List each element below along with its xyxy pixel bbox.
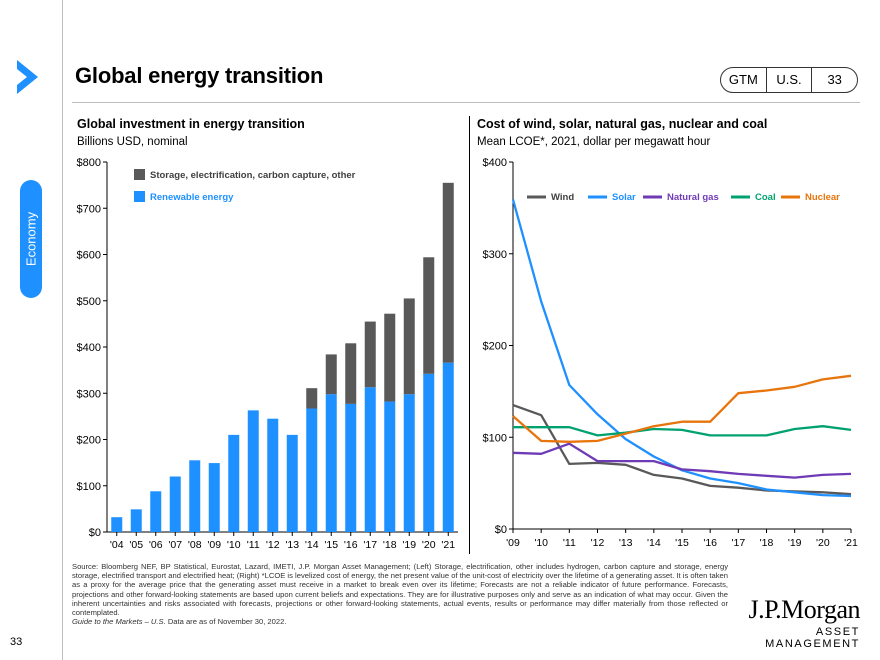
x-tick-label: '13 [285,539,299,551]
bar-renewable-energy [150,491,162,532]
x-tick-label: '07 [168,539,182,551]
guide-tags: GTM U.S. 33 [720,67,858,93]
bar-storage-electrification [403,298,415,395]
legend-label: Renewable energy [150,192,234,203]
source-text: Source: Bloomberg NEF, BP Statistical, E… [72,562,728,618]
header-rule [72,102,860,103]
bar-storage-electrification [364,321,376,388]
page-title: Global energy transition [75,63,324,88]
x-tick-label: '18 [383,539,397,551]
x-tick-label: '20 [422,539,436,551]
x-tick-label: '16 [344,539,358,551]
right-chart-title: Cost of wind, solar, natural gas, nuclea… [477,117,768,131]
chevron-right-icon [17,60,38,94]
x-tick-label: '11 [247,539,260,551]
bar-renewable-energy [247,410,259,532]
legend-swatch [134,169,145,180]
bar-renewable-energy [208,463,220,532]
legend-swatch [134,191,145,202]
bar-renewable-energy [442,362,454,532]
y-tick-label: $400 [77,342,101,354]
y-tick-label: $800 [77,157,101,169]
left-rule [62,0,63,660]
x-tick-label: '06 [149,539,163,551]
bar-renewable-energy [364,387,376,532]
guide-name: Guide to the Markets – U.S. [72,617,166,627]
left-chart-title: Global investment in energy transition [77,117,305,131]
side-tab-economy[interactable]: Economy [20,180,42,298]
bar-renewable-energy [130,509,142,532]
bar-storage-electrification [345,343,357,404]
logo-name: J.P.Morgan [748,595,860,624]
tag-gtm: GTM [728,72,758,87]
x-tick-label: '12 [266,539,280,551]
bar-renewable-energy [306,408,318,532]
right-chart-subtitle: Mean LCOE*, 2021, dollar per megawatt ho… [477,136,711,148]
legend-label: Storage, electrification, carbon capture… [150,170,356,181]
y-tick-label: $200 [77,435,101,447]
bar-renewable-energy [286,434,298,532]
tag-region: U.S. [765,68,812,92]
x-tick-label: '05 [129,539,143,551]
bar-storage-electrification [423,257,435,374]
x-tick-label: '21 [441,539,455,551]
bar-renewable-energy [228,434,240,532]
logo-subtitle: ASSET MANAGEMENT [765,626,860,650]
y-tick-label: $300 [77,388,101,400]
bar-storage-electrification [442,182,454,363]
x-tick-label: '10 [227,539,241,551]
y-tick-label: $700 [77,203,101,215]
bar-renewable-energy [325,394,337,532]
page-number: 33 [10,636,23,648]
x-tick-label: '09 [207,539,221,551]
jpmorgan-logo: J.P.Morgan ASSET MANAGEMENT [738,595,860,651]
y-tick-label: $500 [77,296,101,308]
bar-renewable-energy [169,476,181,532]
x-tick-label: '15 [324,539,338,551]
x-tick-label: '17 [363,539,377,551]
bar-storage-electrification [325,354,337,395]
bar-renewable-energy [384,401,396,532]
bar-renewable-energy [345,403,357,532]
x-tick-label: '08 [188,539,202,551]
left-chart-subtitle: Billions USD, nominal [77,136,188,148]
bar-renewable-energy [189,460,201,532]
x-tick-label: '14 [305,539,319,551]
bar-renewable-energy [423,373,435,532]
x-tick-label: '19 [402,539,416,551]
bar-renewable-energy [403,394,415,532]
tag-page: 33 [811,68,857,92]
bar-renewable-energy [267,418,279,532]
y-tick-label: $600 [77,250,101,262]
source-note: Source: Bloomberg NEF, BP Statistical, E… [72,562,728,626]
data-as-of: Data are as of November 30, 2022. [165,617,287,627]
x-tick-label: '04 [110,539,124,551]
bar-renewable-energy [111,517,123,532]
bar-storage-electrification [384,313,396,402]
y-tick-label: $0 [89,527,101,539]
y-tick-label: $100 [77,481,101,493]
bar-storage-electrification [306,388,318,409]
chart-divider [469,116,470,554]
